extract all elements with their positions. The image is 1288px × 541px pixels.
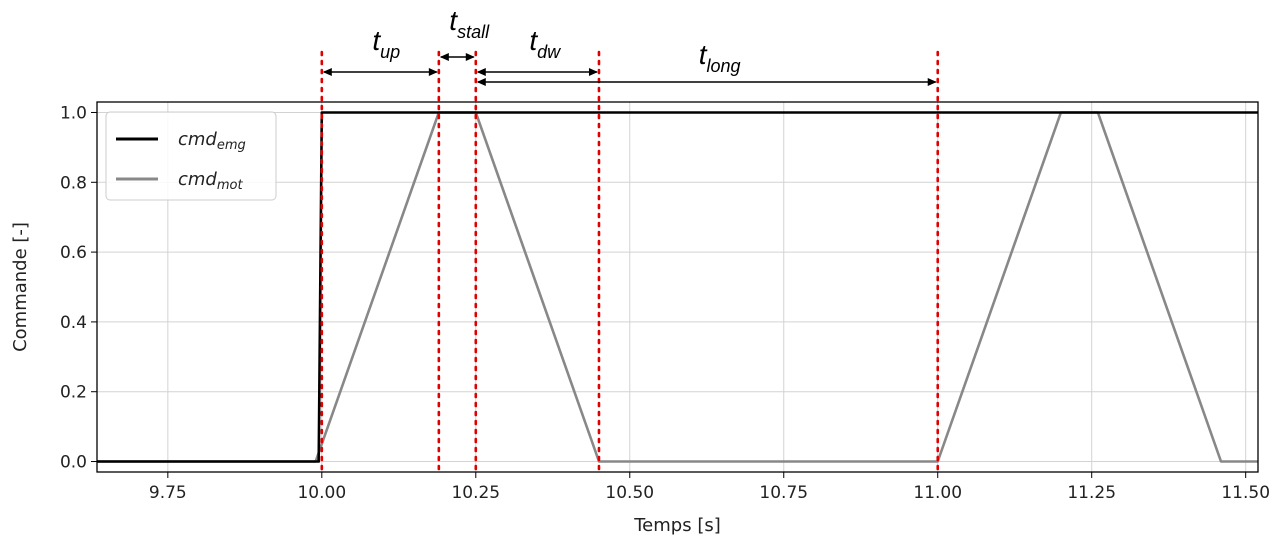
marker-lines (320, 50, 940, 474)
annotation-arrowhead (465, 53, 475, 61)
annotation-label-stall: tstall (449, 5, 490, 42)
annotation-up: tup (322, 25, 438, 76)
annotation-arrowhead (439, 53, 449, 61)
axis-ticks: 9.75 10.00 10.25 10.50 10.75 11.00 11.25 11.50 0… (60, 103, 1270, 503)
annotation-long: tlong (476, 39, 937, 86)
x-tick-label: 10.00 (297, 483, 346, 503)
annotation-arrowhead (322, 68, 332, 76)
annotation-label-dw: tdw (529, 25, 561, 62)
x-tick-label: 11.50 (1221, 483, 1270, 503)
x-tick-label: 10.25 (451, 483, 500, 503)
x-axis-label: Temps [s] (633, 515, 721, 536)
x-tick-label: 10.50 (605, 483, 654, 503)
annotations: tup tstall tdw tlong (322, 5, 937, 86)
annotation-arrowhead (927, 78, 937, 86)
annotation-label-up: tup (372, 25, 400, 62)
x-tick-label: 11.00 (913, 483, 962, 503)
annotation-stall: tstall (439, 5, 490, 61)
x-tick-label: 9.75 (149, 483, 187, 503)
annotation-arrowhead (588, 68, 598, 76)
annotation-arrowhead (476, 78, 486, 86)
y-axis-label: Commande [-] (10, 222, 31, 352)
x-tick-label: 10.75 (759, 483, 808, 503)
y-tick-label: 0.8 (60, 173, 87, 193)
y-tick-label: 0.4 (60, 313, 87, 333)
annotation-arrowhead (428, 68, 438, 76)
annotation-label-long: tlong (699, 39, 741, 76)
y-tick-label: 1.0 (60, 103, 87, 123)
y-tick-label: 0.0 (60, 453, 87, 473)
annotation-arrowhead (476, 68, 486, 76)
y-tick-label: 0.2 (60, 383, 87, 403)
series-line-emg (97, 111, 1258, 463)
series-layer (97, 111, 1258, 463)
y-tick-label: 0.6 (60, 243, 87, 263)
x-tick-label: 11.25 (1067, 483, 1116, 503)
series-line-mot (97, 111, 1258, 463)
plot-frame (96, 101, 1259, 473)
annotation-dw: tdw (476, 25, 598, 76)
